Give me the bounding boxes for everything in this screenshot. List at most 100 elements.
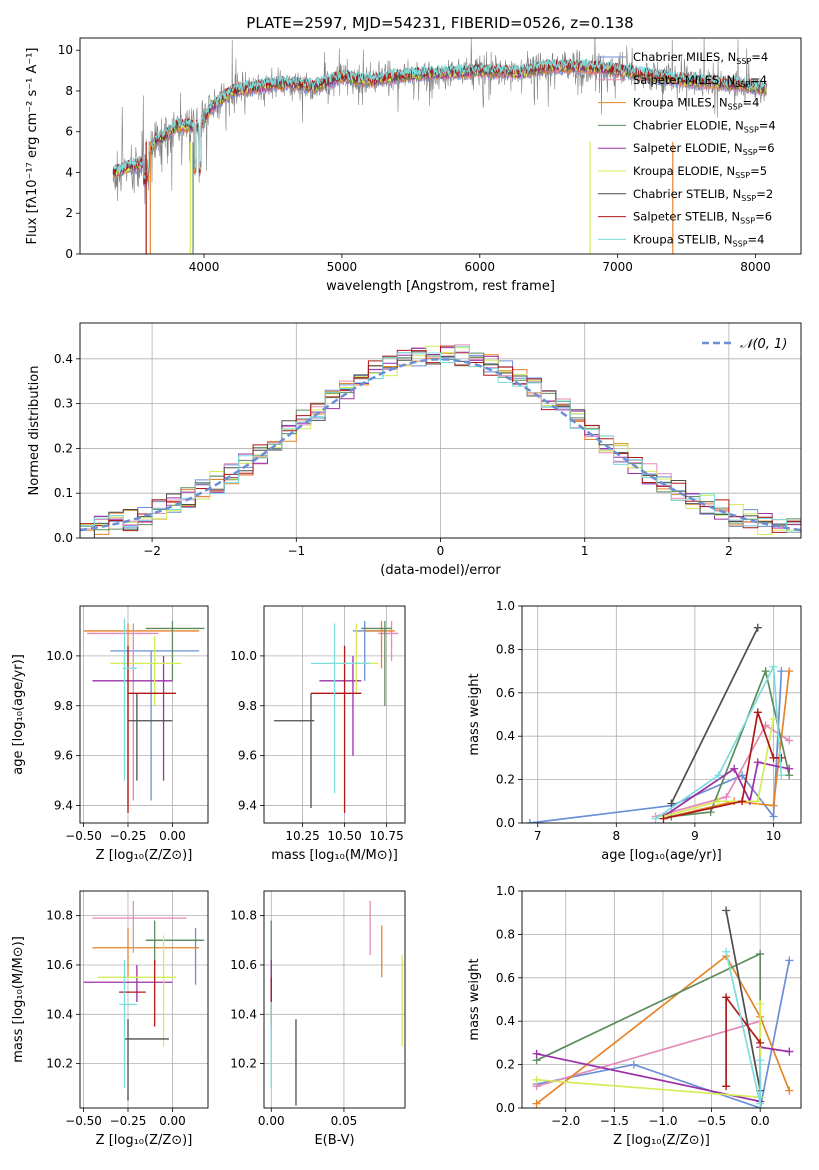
axes-frame [79,322,802,539]
series-line-chabrier_stelib [670,627,759,804]
y-tick-label: 0.0 [496,816,515,830]
legend-label-sub: SSP [735,171,750,180]
legend-label-main: Kroupa STELIB, N [633,232,733,246]
series-marker-salpeter_elodie [785,1047,794,1056]
x-axis-label: age [log₁₀(age/yr)] [601,848,722,863]
x-axis-label: Z [log₁₀(Z/Z⊙)] [96,1133,193,1148]
x-axis-label: (data-model)/error [380,563,501,578]
y-tick-label: 9.6 [238,749,257,763]
series-line-chabrier_miles [536,960,791,1108]
legend-label-suffix: =6 [755,210,772,224]
series-marker-chabrier_stelib [753,623,762,632]
legend-label: 𝒩(0, 1) [740,337,787,352]
ticks: −2 −1 0 1 2 0.0 0.1 0.2 0.3 0.4 [54,352,733,558]
x-tick-label: 0.05 [331,1114,358,1128]
y-tick-label: 0.4 [496,1014,515,1028]
x-tick-label: 9 [691,829,699,843]
legend-label-main: Salpeter STELIB, N [633,210,740,224]
y-tick-label: 9.8 [54,699,73,713]
series-marker-salpeter_elodie [532,1049,541,1058]
series-marker-chabrier_stelib [667,799,676,808]
y-tick-label: 10.4 [230,1007,257,1021]
x-tick-label: −0.25 [110,829,147,843]
y-tick-label: 9.4 [238,799,257,813]
plot-area [525,623,794,823]
figure-title: PLATE=2597, MJD=54231, FIBERID=0526, z=0… [246,14,633,32]
series-marker-chabrier_miles [629,1060,638,1069]
legend-label-sub: SSP [736,57,751,66]
series-line-kroupa_stelib [725,951,762,1104]
legend-label-main: Salpeter ELODIE, N [633,141,743,155]
y-axis-label: Normed distribution [27,366,42,496]
x-tick-label: 10.25 [285,829,319,843]
y-tick-label: 0.4 [54,352,73,366]
x-tick-label: −1.0 [648,1114,677,1128]
y-tick-label: 8 [65,84,73,98]
ticks: 4000 5000 6000 7000 8000 0 2 4 6 8 10 [58,43,771,274]
series-line-chabrier_miles [529,671,783,823]
x-tick-label: 10.75 [369,829,403,843]
y-tick-label: 0.0 [54,531,73,545]
legend-label-suffix: =4 [750,73,767,87]
axes-frame [79,605,209,824]
grid-lines [80,606,208,823]
series-marker-chabrier_miles [785,956,794,965]
x-axis-label: Z [log₁₀(Z/Z⊙)] [613,1133,710,1148]
y-axis-label: mass weight [467,673,482,755]
y-tick-label: 0.2 [496,773,515,787]
legend-label: Kroupa MILES, NSSP=4 [633,96,759,112]
x-tick-label: 6000 [465,260,496,274]
y-tick-label: 6 [65,125,73,139]
panel-spectrum: 4000 5000 6000 7000 8000 0 2 4 6 8 10 wavelength [A… [25,37,802,294]
axes-frame [263,890,406,1109]
axes-frame [521,890,802,1109]
series-marker-kroupa_elodie [753,797,762,806]
series-marker-kroupa_elodie [714,797,723,806]
x-tick-label: 1 [581,544,589,558]
grid-lines [80,891,208,1108]
y-tick-label: 0.6 [496,686,515,700]
series-marker-salpeter_stelib [659,814,668,823]
x-tick-label: 0.00 [159,1114,186,1128]
legend-label: Kroupa ELODIE, NSSP=5 [633,164,767,180]
legend-label-suffix: =2 [756,187,773,201]
panel-massweight-vs-z: −2.0 −1.5 −1.0 −0.5 0.0 0.0 0.2 0.4 0.6 0.8 1.0 Z [… [467,884,802,1148]
axes-frame [263,605,406,824]
plot-area [80,344,801,538]
series-marker-salpeter_miles [785,736,794,745]
y-tick-label: 9.4 [54,799,73,813]
plot-area [112,38,767,254]
panel-mass-vs-z: −0.50 −0.25 0.00 10.2 10.4 10.6 10.8 Z [log₁₀(Z… [11,890,209,1148]
y-tick-label: 10.8 [46,909,73,923]
legend-label-sub: SSP [735,80,750,89]
x-tick-label: 5000 [327,260,358,274]
y-tick-label: 10.6 [46,958,73,972]
series-marker-chabrier_miles [738,771,747,780]
x-tick-label: 8 [612,829,620,843]
series-marker-salpeter_miles [722,792,731,801]
legend-label-suffix: =4 [759,118,776,132]
series-marker-kroupa_miles [785,667,794,676]
normal-reference-curve [80,358,801,532]
series-marker-salpeter_stelib [756,1038,765,1047]
y-tick-label: 0.1 [54,486,73,500]
grid-lines [522,890,801,1109]
x-tick-label: 7 [534,829,542,843]
series-marker-chabrier_elodie [756,949,765,958]
x-tick-label: −2 [143,544,161,558]
series-marker-chabrier_miles [769,812,778,821]
y-tick-label: 10.2 [230,1057,257,1071]
x-axis-label: E(B-V) [314,1133,354,1148]
y-tick-label: 10.0 [46,649,73,663]
ticks: 10.25 10.50 10.75 9.4 9.6 9.8 10.0 [230,649,403,843]
series-line-chabrier_stelib [725,910,762,1091]
series-marker-chabrier_miles [777,667,786,676]
grid-lines [264,891,405,1108]
series-marker-salpeter_stelib [738,797,747,806]
legend-label-main: Salpeter MILES, N [633,73,735,87]
series-marker-salpeter_elodie [753,758,762,767]
series-marker-salpeter_stelib [769,753,778,762]
series-marker-salpeter_elodie [785,764,794,773]
